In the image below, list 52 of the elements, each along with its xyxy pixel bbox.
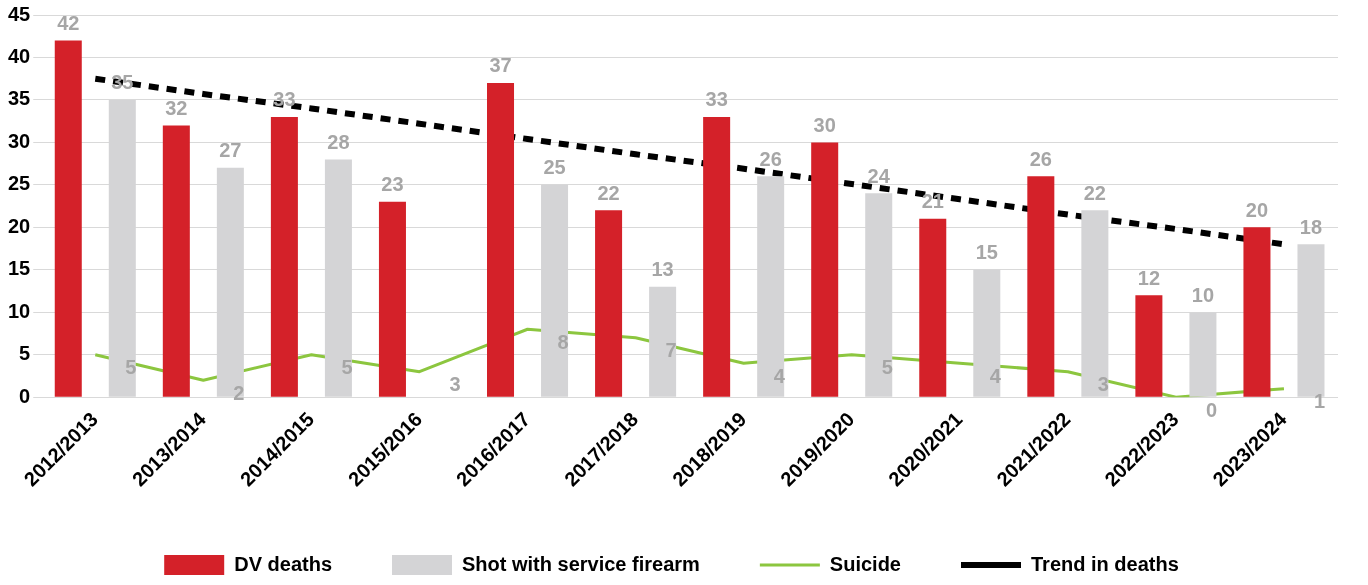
legend-label: Trend in deaths	[1031, 552, 1179, 575]
data-label: 37	[489, 54, 512, 77]
data-label: 30	[813, 113, 836, 136]
legend-label: DV deaths	[234, 552, 333, 575]
data-label: 26	[759, 147, 782, 170]
data-label: 33	[705, 88, 728, 111]
data-label: 4	[989, 364, 1002, 387]
data-label: 13	[651, 258, 674, 281]
y-tick-label: 25	[8, 172, 31, 195]
bar	[162, 125, 190, 397]
bar	[378, 201, 406, 397]
bar	[487, 82, 515, 397]
data-label: 3	[449, 373, 461, 396]
data-label: 24	[867, 164, 891, 187]
y-tick-label: 45	[8, 2, 31, 25]
bar	[919, 218, 947, 397]
data-label: 4	[773, 364, 786, 387]
data-label: 23	[381, 173, 404, 196]
data-label: 22	[1083, 181, 1106, 204]
data-label: 18	[1299, 215, 1323, 238]
y-tick-label: 15	[8, 257, 31, 280]
y-tick-label: 40	[8, 44, 31, 67]
bar	[811, 142, 839, 397]
bar	[595, 210, 623, 397]
y-tick-label: 30	[8, 129, 31, 152]
y-tick-label: 5	[19, 342, 31, 365]
bar	[1027, 176, 1055, 397]
data-label: 21	[921, 190, 944, 213]
y-tick-label: 10	[8, 299, 31, 322]
data-label: 12	[1137, 266, 1161, 289]
legend-label: Suicide	[829, 552, 901, 575]
data-label: 42	[57, 11, 80, 34]
legend-label: Shot with service firearm	[462, 552, 700, 575]
data-label: 10	[1191, 283, 1215, 306]
data-label: 26	[1029, 147, 1052, 170]
data-label: 32	[165, 96, 188, 119]
bar	[54, 40, 82, 397]
bar	[270, 116, 298, 397]
y-tick-label: 35	[8, 87, 31, 110]
data-label: 25	[543, 156, 566, 179]
data-label: 22	[597, 181, 620, 204]
data-label: 28	[327, 130, 350, 153]
data-label: 2	[233, 381, 245, 404]
data-label: 20	[1245, 198, 1269, 221]
bar	[703, 116, 731, 397]
bar	[1243, 227, 1271, 397]
data-label: 15	[975, 241, 998, 264]
bar	[1135, 295, 1163, 397]
y-tick-label: 0	[19, 384, 31, 407]
y-tick-label: 20	[8, 214, 31, 237]
data-label: 1	[1313, 390, 1326, 413]
data-label: 27	[219, 139, 242, 162]
